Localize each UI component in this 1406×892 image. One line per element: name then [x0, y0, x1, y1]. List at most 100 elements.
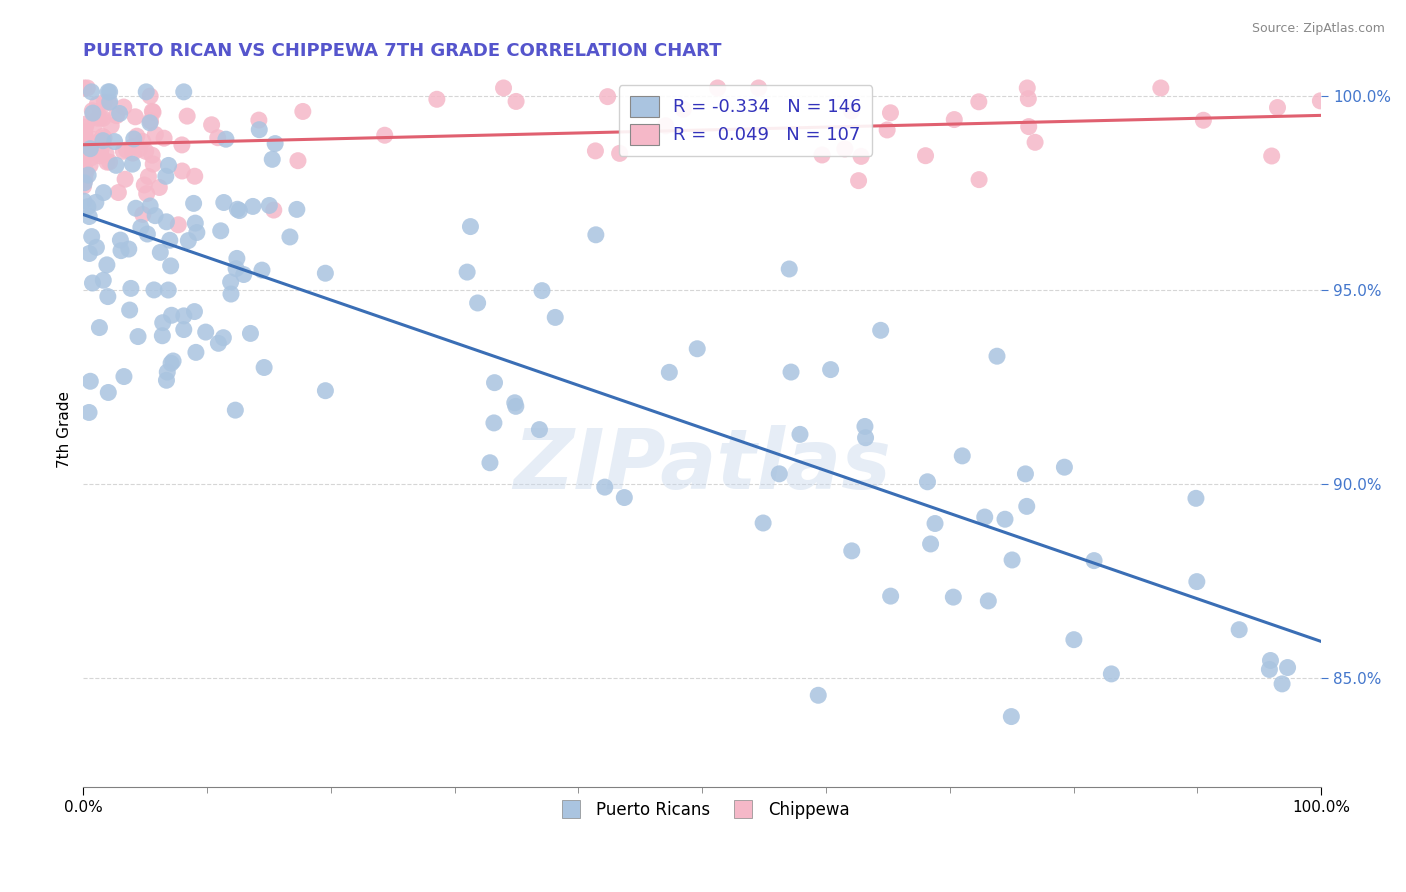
Point	[112, 100, 135, 114]
Point	[1185, 574, 1208, 589]
Text: PUERTO RICAN VS CHIPPEWA 7TH GRADE CORRELATION CHART: PUERTO RICAN VS CHIPPEWA 7TH GRADE CORRE…	[83, 42, 721, 60]
Legend: Puerto Ricans, Chippewa: Puerto Ricans, Chippewa	[548, 794, 856, 825]
Point	[225, 261, 247, 276]
Point	[1277, 660, 1299, 674]
Point	[136, 227, 159, 241]
Point	[159, 233, 181, 247]
Point	[789, 427, 811, 442]
Point	[139, 114, 162, 128]
Point	[73, 125, 96, 139]
Point	[110, 233, 132, 247]
Point	[177, 234, 200, 248]
Point	[176, 109, 198, 123]
Point	[121, 157, 143, 171]
Point	[706, 81, 728, 95]
Point	[173, 309, 195, 323]
Point	[1267, 101, 1289, 115]
Point	[155, 215, 177, 229]
Point	[170, 137, 193, 152]
Point	[242, 199, 264, 213]
Point	[125, 129, 148, 144]
Point	[285, 202, 308, 217]
Point	[530, 284, 553, 298]
Point	[219, 287, 242, 301]
Point	[259, 198, 281, 212]
Point	[263, 203, 285, 218]
Point	[1000, 709, 1022, 723]
Point	[184, 216, 207, 230]
Point	[973, 510, 995, 524]
Point	[105, 158, 128, 172]
Point	[139, 89, 162, 103]
Point	[97, 85, 120, 99]
Point	[76, 136, 98, 150]
Point	[128, 142, 150, 156]
Point	[967, 95, 990, 109]
Point	[124, 110, 146, 124]
Point	[73, 176, 96, 190]
Point	[118, 242, 141, 256]
Point	[426, 92, 449, 106]
Point	[752, 516, 775, 530]
Point	[82, 132, 104, 146]
Point	[194, 325, 217, 339]
Point	[853, 419, 876, 434]
Text: ZIPatlas: ZIPatlas	[513, 425, 891, 506]
Point	[89, 111, 111, 125]
Point	[82, 103, 104, 118]
Point	[139, 199, 162, 213]
Point	[1015, 500, 1038, 514]
Point	[184, 345, 207, 359]
Point	[75, 148, 97, 162]
Point	[672, 102, 695, 116]
Point	[613, 491, 636, 505]
Point	[658, 365, 681, 379]
Point	[228, 203, 250, 218]
Point	[143, 209, 166, 223]
Point	[593, 480, 616, 494]
Point	[253, 360, 276, 375]
Point	[585, 227, 607, 242]
Point	[834, 142, 856, 156]
Point	[91, 134, 114, 148]
Point	[73, 131, 96, 145]
Point	[84, 117, 107, 131]
Point	[79, 158, 101, 172]
Point	[264, 136, 287, 151]
Point	[879, 589, 901, 603]
Point	[215, 132, 238, 146]
Point	[148, 180, 170, 194]
Point	[778, 262, 800, 277]
Point	[141, 104, 163, 119]
Point	[1192, 113, 1215, 128]
Point	[1063, 632, 1085, 647]
Point	[950, 449, 973, 463]
Point	[167, 218, 190, 232]
Point	[157, 283, 180, 297]
Point	[184, 169, 207, 184]
Point	[73, 81, 96, 95]
Point	[849, 149, 872, 163]
Point	[79, 142, 101, 156]
Point	[505, 400, 527, 414]
Point	[654, 119, 676, 133]
Point	[91, 129, 114, 144]
Point	[73, 128, 96, 142]
Point	[80, 229, 103, 244]
Point	[1227, 623, 1250, 637]
Point	[80, 151, 103, 165]
Point	[72, 145, 94, 159]
Point	[156, 365, 179, 379]
Point	[841, 544, 863, 558]
Point	[247, 122, 270, 136]
Point	[219, 275, 242, 289]
Point	[141, 148, 163, 162]
Point	[544, 310, 567, 325]
Point	[914, 149, 936, 163]
Point	[977, 594, 1000, 608]
Y-axis label: 7th Grade: 7th Grade	[58, 392, 72, 468]
Point	[82, 106, 104, 120]
Point	[183, 196, 205, 211]
Point	[262, 153, 284, 167]
Point	[162, 354, 184, 368]
